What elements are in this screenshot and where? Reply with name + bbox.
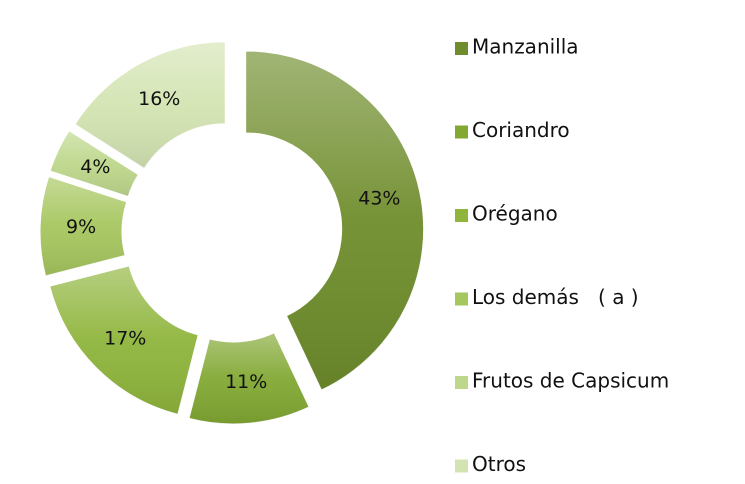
legend-swatch	[455, 125, 468, 139]
data-label: 11%	[225, 371, 267, 393]
legend-label: Coriandro	[472, 118, 570, 142]
slice-shine	[40, 176, 127, 276]
data-label: 43%	[358, 188, 400, 210]
data-label: 17%	[104, 327, 146, 349]
slice-shine	[245, 50, 424, 391]
legend-label: Frutos de Capsicum	[472, 369, 669, 393]
legend-swatch	[455, 209, 468, 222]
legend-label: Orégano	[472, 202, 558, 226]
legend-label: Los demás ( a )	[472, 285, 639, 309]
slice-shine	[50, 130, 139, 197]
legend-swatch	[455, 376, 468, 389]
legend-swatch	[455, 459, 468, 473]
legend-label: Manzanilla	[472, 35, 579, 59]
slice-shine	[74, 41, 226, 169]
legend: Manzanilla Coriandro Orégano Los demás ( a …	[455, 35, 669, 476]
slice-shine	[49, 265, 199, 415]
slice-shine	[189, 332, 310, 424]
legend-swatch	[455, 42, 468, 55]
data-label: 9%	[66, 216, 96, 238]
legend-swatch	[455, 292, 468, 306]
legend-label: Otros	[472, 452, 526, 476]
donut: 43% 11% 17% 9% 4% 16%	[39, 41, 425, 425]
data-label: 4%	[80, 156, 110, 178]
data-label: 16%	[138, 88, 180, 110]
